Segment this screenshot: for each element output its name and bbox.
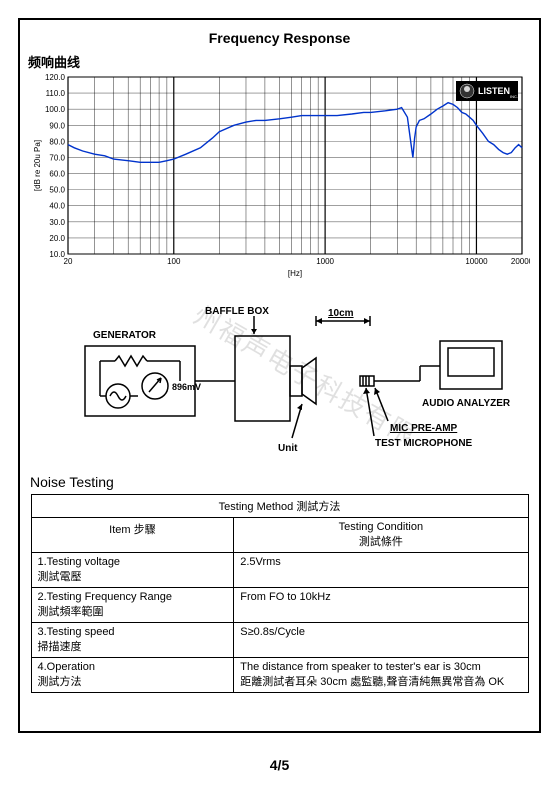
svg-text:120.0: 120.0 [44, 73, 65, 82]
svg-text:INC.: INC. [510, 94, 518, 99]
table-row-item: 4.Operation 測試方法 [31, 658, 234, 693]
table-row-item: 1.Testing voltage 測試電壓 [31, 553, 234, 588]
table-row-value: From FO to 10kHz [234, 588, 528, 623]
svg-text:90.0: 90.0 [49, 121, 65, 130]
svg-text:LISTEN: LISTEN [478, 86, 510, 96]
test-setup-diagram: GENERATOR 896mV BAFFLE BOX Unit 10cm AUDIO AN… [30, 286, 530, 466]
page-title: Frequency Response [20, 20, 539, 52]
svg-text:80.0: 80.0 [49, 137, 65, 146]
svg-text:TEST MICROPHONE: TEST MICROPHONE [375, 438, 473, 449]
svg-text:40.0: 40.0 [49, 202, 65, 211]
svg-text:50.0: 50.0 [49, 186, 65, 195]
table-row-item: 2.Testing Frequency Range 測試頻率範圍 [31, 588, 234, 623]
svg-text:[dB re 20u Pa]: [dB re 20u Pa] [33, 140, 42, 191]
svg-text:GENERATOR: GENERATOR [93, 330, 157, 341]
svg-text:20000: 20000 [510, 257, 529, 266]
svg-text:30.0: 30.0 [49, 218, 65, 227]
svg-text:[Hz]: [Hz] [287, 269, 301, 278]
svg-text:896mV: 896mV [172, 382, 201, 392]
svg-text:70.0: 70.0 [49, 153, 65, 162]
table-header-item: Item 步驟 [31, 518, 234, 553]
svg-text:1000: 1000 [316, 257, 334, 266]
svg-text:10cm: 10cm [328, 308, 354, 319]
table-header-method: Testing Method 測試方法 [31, 495, 528, 518]
noise-testing-heading: Noise Testing [20, 472, 539, 494]
chart-subtitle: 频响曲线 [20, 52, 539, 73]
svg-text:100.0: 100.0 [44, 105, 65, 114]
svg-text:AUDIO ANALYZER: AUDIO ANALYZER [422, 398, 511, 409]
table-row-value: S≥0.8s/Cycle [234, 623, 528, 658]
page-number: 4/5 [0, 757, 559, 773]
svg-text:Unit: Unit [278, 443, 298, 454]
svg-text:MIC PRE-AMP: MIC PRE-AMP [390, 423, 458, 434]
svg-text:BAFFLE BOX: BAFFLE BOX [205, 306, 269, 317]
svg-text:10000: 10000 [465, 257, 488, 266]
svg-text:110.0: 110.0 [45, 89, 65, 98]
svg-text:20: 20 [63, 257, 72, 266]
svg-text:100: 100 [167, 257, 181, 266]
table-row-value: 2.5Vrms [234, 553, 528, 588]
frequency-response-chart: 10.020.030.040.050.060.070.080.090.0100.… [30, 73, 530, 278]
svg-text:60.0: 60.0 [49, 170, 65, 179]
table-header-condition: Testing Condition測試條件 [234, 518, 528, 553]
svg-text:20.0: 20.0 [49, 234, 65, 243]
table-row-item: 3.Testing speed 掃描速度 [31, 623, 234, 658]
noise-testing-table: Testing Method 測試方法 Item 步驟 Testing Cond… [31, 494, 529, 693]
table-row-value: The distance from speaker to tester's ea… [234, 658, 528, 693]
